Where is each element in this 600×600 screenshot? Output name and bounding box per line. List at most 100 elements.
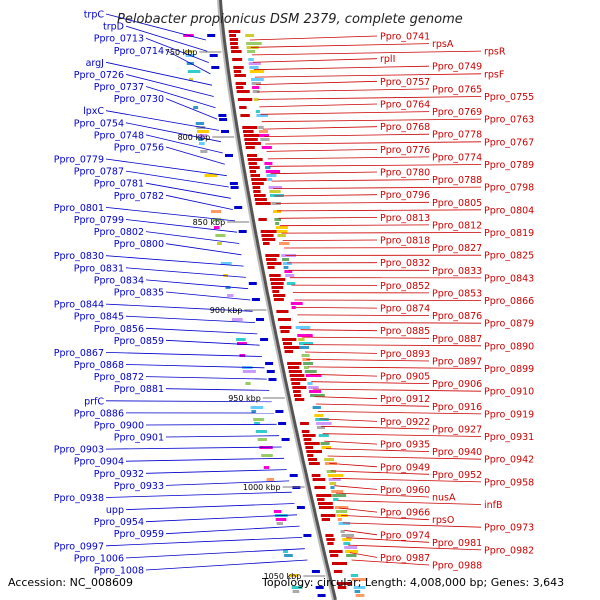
forward-gene-label[interactable]: Ppro_0893: [380, 349, 430, 360]
reverse-gene-label[interactable]: upp: [106, 505, 124, 516]
forward-gene-label[interactable]: Ppro_0741: [380, 32, 430, 43]
forward-gene-label[interactable]: Ppro_0874: [380, 304, 430, 315]
forward-gene-label[interactable]: Ppro_0788: [432, 175, 482, 186]
reverse-gene-label[interactable]: trpC: [84, 10, 105, 21]
reverse-gene-label[interactable]: Ppro_0900: [94, 420, 144, 431]
reverse-gene-label[interactable]: Ppro_0872: [94, 372, 144, 383]
forward-gene-label[interactable]: Ppro_0949: [380, 462, 430, 473]
forward-gene-label[interactable]: Ppro_0765: [432, 84, 482, 95]
reverse-gene-label[interactable]: Ppro_0903: [54, 445, 104, 456]
reverse-gene-label[interactable]: Ppro_0802: [94, 227, 144, 238]
forward-gene-label[interactable]: Ppro_0812: [432, 220, 482, 231]
forward-gene-label[interactable]: Ppro_0757: [380, 77, 430, 88]
forward-gene-label[interactable]: rpsF: [484, 69, 504, 80]
forward-gene-label[interactable]: Ppro_0755: [484, 92, 534, 103]
forward-gene-label[interactable]: Ppro_0906: [432, 379, 482, 390]
forward-gene-label[interactable]: Ppro_0916: [432, 402, 482, 413]
forward-gene-label[interactable]: Ppro_0905: [380, 372, 430, 383]
forward-gene-label[interactable]: Ppro_0769: [432, 107, 482, 118]
reverse-gene-label[interactable]: Ppro_0881: [114, 384, 164, 395]
reverse-gene-label[interactable]: Ppro_1006: [74, 553, 124, 564]
forward-gene-label[interactable]: Ppro_0927: [432, 424, 482, 435]
forward-gene-label[interactable]: Ppro_0825: [484, 251, 534, 262]
reverse-gene-label[interactable]: Ppro_0787: [74, 167, 124, 178]
reverse-gene-label[interactable]: Ppro_0713: [94, 34, 144, 45]
forward-gene-label[interactable]: rpsR: [484, 47, 506, 58]
forward-gene-label[interactable]: Ppro_0973: [484, 523, 534, 534]
reverse-gene-label[interactable]: Ppro_0856: [94, 324, 144, 335]
forward-gene-label[interactable]: Ppro_0952: [432, 470, 482, 481]
reverse-gene-label[interactable]: Ppro_0737: [94, 82, 144, 93]
forward-gene-label[interactable]: rplI: [380, 54, 395, 65]
forward-gene-label[interactable]: Ppro_0935: [380, 440, 430, 451]
forward-gene-label[interactable]: Ppro_0890: [484, 341, 534, 352]
reverse-gene-label[interactable]: Ppro_0901: [114, 433, 164, 444]
forward-gene-label[interactable]: Ppro_0798: [484, 183, 534, 194]
forward-gene-label[interactable]: Ppro_0876: [432, 311, 482, 322]
forward-gene-label[interactable]: Ppro_0776: [380, 145, 430, 156]
reverse-gene-label[interactable]: Ppro_0831: [74, 263, 124, 274]
reverse-gene-label[interactable]: Ppro_0867: [54, 348, 104, 359]
forward-gene-label[interactable]: Ppro_0866: [484, 296, 534, 307]
reverse-gene-label[interactable]: Ppro_0779: [54, 155, 104, 166]
reverse-gene-label[interactable]: Ppro_0782: [114, 191, 164, 202]
forward-gene-label[interactable]: Ppro_0764: [380, 100, 430, 111]
forward-gene-label[interactable]: Ppro_0910: [484, 387, 534, 398]
forward-gene-label[interactable]: Ppro_0804: [484, 205, 534, 216]
forward-gene-label[interactable]: Ppro_0749: [432, 62, 482, 73]
forward-gene-label[interactable]: Ppro_0960: [380, 485, 430, 496]
forward-gene-label[interactable]: Ppro_0987: [380, 553, 430, 564]
forward-gene-label[interactable]: infB: [484, 500, 503, 511]
reverse-gene-label[interactable]: Ppro_0932: [94, 469, 144, 480]
forward-gene-label[interactable]: Ppro_0852: [380, 281, 430, 292]
reverse-gene-label[interactable]: Ppro_0756: [114, 142, 164, 153]
forward-gene-label[interactable]: Ppro_0974: [380, 530, 430, 541]
forward-gene-label[interactable]: Ppro_0982: [484, 545, 534, 556]
forward-gene-label[interactable]: Ppro_0763: [484, 115, 534, 126]
reverse-gene-label[interactable]: lpxC: [83, 106, 104, 117]
forward-gene-label[interactable]: Ppro_0789: [484, 160, 534, 171]
reverse-gene-label[interactable]: Ppro_0754: [74, 118, 124, 129]
reverse-gene-label[interactable]: Ppro_0868: [74, 360, 124, 371]
forward-gene-label[interactable]: Ppro_0774: [432, 152, 482, 163]
forward-gene-label[interactable]: Ppro_0897: [432, 356, 482, 367]
reverse-gene-label[interactable]: Ppro_0781: [94, 179, 144, 190]
forward-gene-label[interactable]: Ppro_0931: [484, 432, 534, 443]
reverse-gene-label[interactable]: Ppro_0726: [74, 70, 124, 81]
reverse-gene-label[interactable]: Ppro_0801: [54, 203, 104, 214]
forward-gene-label[interactable]: Ppro_0819: [484, 228, 534, 239]
reverse-gene-label[interactable]: Ppro_0845: [74, 312, 124, 323]
reverse-gene-label[interactable]: Ppro_0748: [94, 130, 144, 141]
forward-gene-label[interactable]: Ppro_0832: [380, 258, 430, 269]
forward-gene-label[interactable]: Ppro_0885: [380, 326, 430, 337]
forward-gene-label[interactable]: Ppro_0966: [380, 508, 430, 519]
forward-gene-label[interactable]: Ppro_0942: [484, 455, 534, 466]
reverse-gene-label[interactable]: Ppro_0938: [54, 493, 104, 504]
forward-gene-label[interactable]: Ppro_0988: [432, 561, 482, 572]
forward-gene-label[interactable]: nusA: [432, 492, 456, 503]
forward-gene-label[interactable]: rpsO: [432, 515, 454, 526]
forward-gene-label[interactable]: Ppro_0780: [380, 168, 430, 179]
reverse-gene-label[interactable]: Ppro_0933: [114, 481, 164, 492]
reverse-gene-label[interactable]: Ppro_0714: [114, 46, 164, 57]
forward-gene-label[interactable]: Ppro_0843: [484, 273, 534, 284]
forward-gene-label[interactable]: Ppro_0796: [380, 190, 430, 201]
forward-gene-label[interactable]: Ppro_0958: [484, 477, 534, 488]
reverse-gene-label[interactable]: Ppro_0834: [94, 275, 144, 286]
reverse-gene-label[interactable]: Ppro_0844: [54, 300, 104, 311]
forward-gene-label[interactable]: Ppro_0940: [432, 447, 482, 458]
forward-gene-label[interactable]: Ppro_0768: [380, 122, 430, 133]
reverse-gene-label[interactable]: prfC: [84, 396, 104, 407]
reverse-gene-label[interactable]: Ppro_0830: [54, 251, 104, 262]
forward-gene-label[interactable]: Ppro_0919: [484, 409, 534, 420]
reverse-gene-label[interactable]: Ppro_0904: [74, 457, 124, 468]
forward-gene-label[interactable]: Ppro_0767: [484, 137, 534, 148]
forward-gene-label[interactable]: Ppro_0899: [484, 364, 534, 375]
forward-gene-label[interactable]: rpsA: [432, 39, 454, 50]
forward-gene-label[interactable]: Ppro_0805: [432, 198, 482, 209]
forward-gene-label[interactable]: Ppro_0922: [380, 417, 430, 428]
reverse-gene-label[interactable]: Ppro_0835: [114, 288, 164, 299]
reverse-gene-label[interactable]: Ppro_0859: [114, 336, 164, 347]
reverse-gene-label[interactable]: Ppro_0730: [114, 94, 164, 105]
forward-gene-label[interactable]: Ppro_0981: [432, 538, 482, 549]
